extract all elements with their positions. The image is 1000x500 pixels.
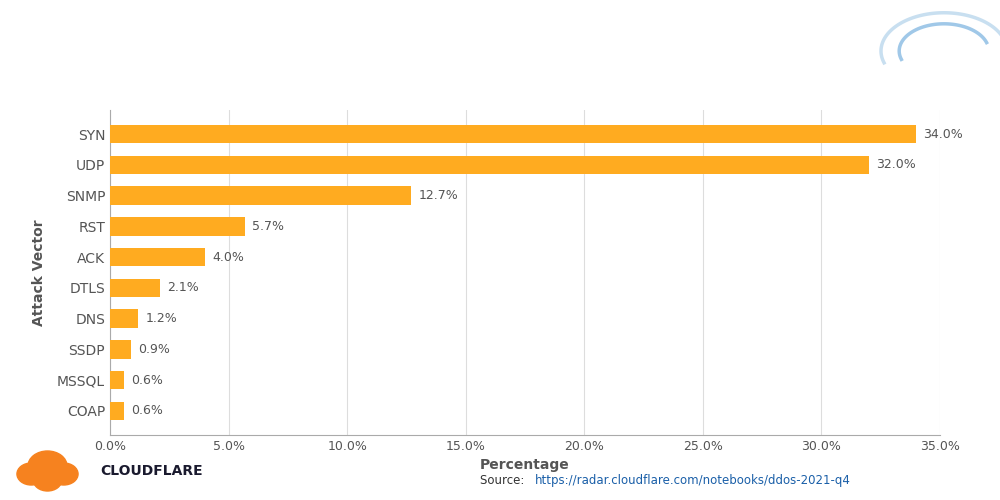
Bar <box>110 248 205 266</box>
Text: 0.6%: 0.6% <box>131 404 163 417</box>
Bar <box>110 371 124 390</box>
Text: 0.6%: 0.6% <box>131 374 163 386</box>
X-axis label: Percentage: Percentage <box>480 458 570 472</box>
Bar <box>110 156 869 174</box>
Text: 34.0%: 34.0% <box>923 128 963 140</box>
Bar <box>110 125 916 143</box>
Bar <box>110 402 124 420</box>
Text: 1.2%: 1.2% <box>146 312 177 325</box>
Text: 2.1%: 2.1% <box>167 282 199 294</box>
Circle shape <box>49 463 78 485</box>
Bar <box>110 340 131 358</box>
Text: 5.7%: 5.7% <box>252 220 284 233</box>
Text: 4.0%: 4.0% <box>212 250 244 264</box>
Bar <box>110 278 160 297</box>
Text: Network-layer DDoS attacks: Distribution by top attack vectors: Network-layer DDoS attacks: Distribution… <box>30 32 926 56</box>
Circle shape <box>28 451 67 481</box>
Text: 0.9%: 0.9% <box>138 343 170 356</box>
Text: Source:: Source: <box>480 474 528 487</box>
Circle shape <box>33 469 62 491</box>
Circle shape <box>17 463 46 485</box>
Bar <box>110 217 245 236</box>
Bar <box>110 186 411 205</box>
Text: 32.0%: 32.0% <box>876 158 916 172</box>
Text: 12.7%: 12.7% <box>418 189 458 202</box>
Text: https://radar.cloudflare.com/notebooks/ddos-2021-q4: https://radar.cloudflare.com/notebooks/d… <box>535 474 851 487</box>
Y-axis label: Attack Vector: Attack Vector <box>32 219 46 326</box>
Bar <box>110 310 138 328</box>
Text: CLOUDFLARE: CLOUDFLARE <box>100 464 203 478</box>
